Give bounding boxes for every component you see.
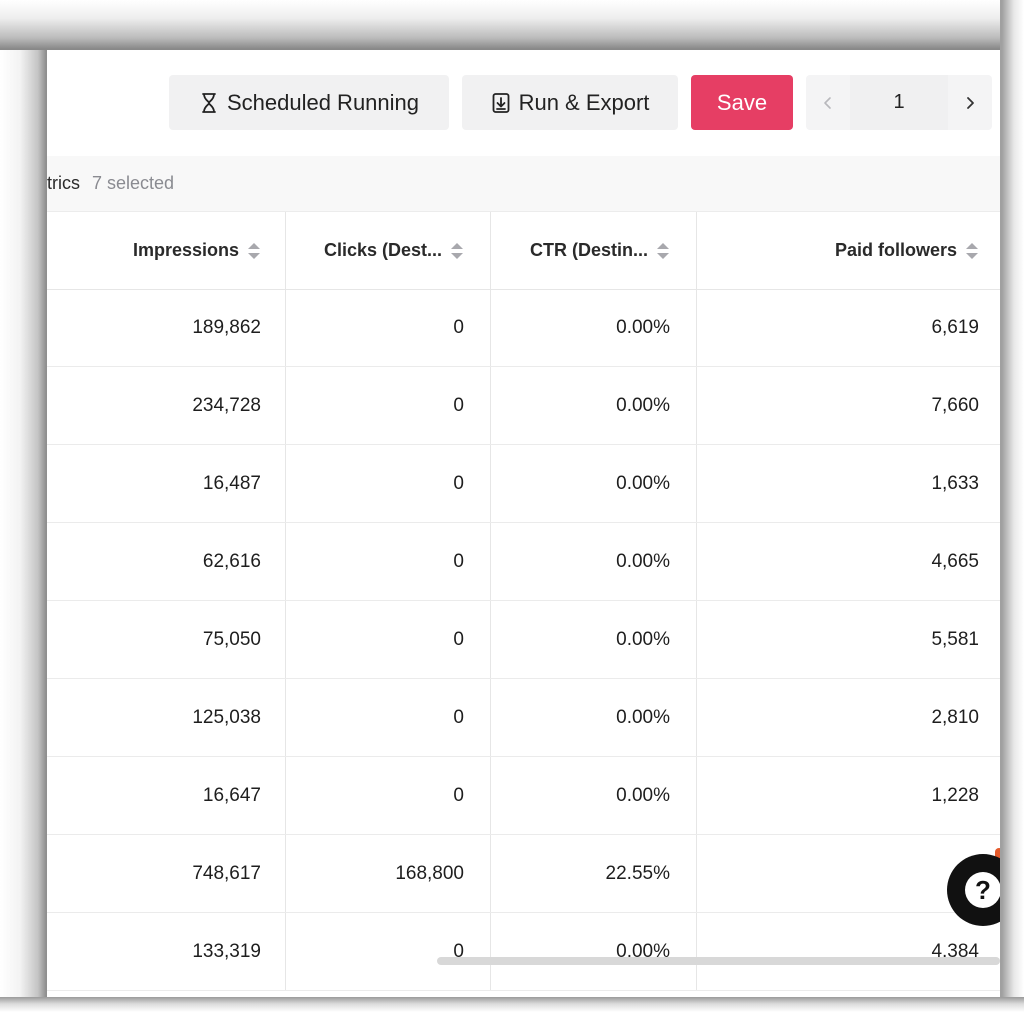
hourglass-icon (202, 92, 216, 113)
cell-paid-followers: 2,810 (931, 706, 979, 728)
cell-impressions: 16,487 (47, 445, 286, 522)
metrics-label: trics (47, 173, 80, 193)
cell-ctr: 0.00% (491, 601, 697, 678)
metrics-selector[interactable]: trics 7 selected (47, 156, 1000, 212)
cell-paid-followers: 4,665 (931, 550, 979, 572)
cell-clicks: 0 (286, 601, 491, 678)
window-shadow-right (1000, 0, 1024, 1012)
table-body: 189,862 0 0.00% 6,619 234,728 0 0.00% 7,… (47, 289, 1000, 997)
cell-impressions: 62,616 (47, 523, 286, 600)
cell-ctr: 0.00% (491, 289, 697, 366)
sort-icon[interactable] (965, 241, 979, 261)
cell-clicks: 0 (286, 523, 491, 600)
chevron-left-icon (824, 96, 831, 109)
cell-paid-followers: 1,633 (931, 472, 979, 494)
run-export-label: Run & Export (518, 89, 650, 115)
horizontal-scrollbar[interactable] (437, 957, 1000, 965)
metrics-selected-count: 7 selected (92, 173, 175, 193)
cell-impressions: 16,647 (47, 757, 286, 834)
cell-impressions: 125,038 (47, 679, 286, 756)
column-header-ctr[interactable]: CTR (Destin... (491, 212, 697, 289)
column-header-label: Clicks (Dest... (323, 240, 442, 260)
cell-clicks: 0 (286, 289, 491, 366)
help-icon: ? (965, 872, 1000, 908)
cell-impressions: 75,050 (47, 601, 286, 678)
cell-ctr: 0.00% (491, 913, 697, 990)
pagination: 1 (806, 75, 992, 130)
cell-clicks: 0 (286, 913, 491, 990)
cell-impressions: 189,862 (47, 289, 286, 366)
column-header-paid-followers[interactable]: Paid followers (697, 212, 1000, 289)
cell-ctr: 0.00% (491, 445, 697, 522)
sort-icon[interactable] (656, 241, 670, 261)
window-shadow-left (0, 0, 47, 1012)
window-shadow-bottom (0, 997, 1024, 1012)
next-page-button[interactable] (948, 75, 992, 130)
sort-icon[interactable] (247, 241, 261, 261)
scheduled-running-label: Scheduled Running (226, 89, 420, 115)
cell-clicks: 168,800 (286, 835, 491, 912)
cell-paid-followers: 5,581 (931, 628, 979, 650)
cell-paid-followers: 4,384 (931, 940, 979, 962)
cell-ctr: 0.00% (491, 523, 697, 600)
table-row: 16,487 0 0.00% 1,633 (47, 445, 1000, 523)
column-header-label: CTR (Destin... (529, 240, 648, 260)
previous-page-button[interactable] (806, 75, 850, 130)
table-row: 125,038 0 0.00% 2,810 (47, 679, 1000, 757)
chevron-right-icon (967, 96, 974, 109)
download-icon (492, 92, 509, 113)
report-panel: Scheduled Running Run & Export Save 1 (47, 50, 1000, 997)
cell-clicks: 0 (286, 445, 491, 522)
cell-clicks: 0 (286, 679, 491, 756)
table-row: 75,050 0 0.00% 5,581 (47, 601, 1000, 679)
scheduled-running-button[interactable]: Scheduled Running (169, 75, 449, 130)
cell-impressions: 133,319 (47, 913, 286, 990)
table-row: 62,616 0 0.00% 4,665 (47, 523, 1000, 601)
cell-clicks: 0 (286, 367, 491, 444)
table-row: 748,617 168,800 22.55% (47, 835, 1000, 913)
cell-impressions: 748,617 (47, 835, 286, 912)
current-page-number[interactable]: 1 (850, 75, 948, 130)
table-row: 189,862 0 0.00% 6,619 (47, 289, 1000, 367)
table-row: 133,319 0 0.00% 4,384 (47, 913, 1000, 991)
help-button[interactable]: ? (947, 854, 1000, 926)
notification-dot (995, 848, 1000, 860)
cell-paid-followers: 6,619 (931, 316, 979, 338)
cell-ctr: 0.00% (491, 757, 697, 834)
column-header-impressions[interactable]: Impressions (47, 212, 286, 289)
column-header-clicks[interactable]: Clicks (Dest... (286, 212, 491, 289)
cell-clicks: 0 (286, 757, 491, 834)
cell-paid-followers: 7,660 (931, 394, 979, 416)
column-header-label: Impressions (132, 240, 239, 260)
cell-impressions: 234,728 (47, 367, 286, 444)
table-header: Impressions Clicks (Dest... CTR (Destin.… (47, 212, 1000, 290)
cell-paid-followers: 1,228 (931, 784, 979, 806)
column-header-label: Paid followers (834, 240, 957, 260)
sort-icon[interactable] (450, 241, 464, 261)
help-label: ? (975, 874, 991, 905)
cell-ctr: 0.00% (491, 679, 697, 756)
cell-ctr: 0.00% (491, 367, 697, 444)
toolbar: Scheduled Running Run & Export Save 1 (47, 50, 1000, 157)
table-row: 16,647 0 0.00% 1,228 (47, 757, 1000, 835)
run-export-button[interactable]: Run & Export (462, 75, 678, 130)
table-row: 234,728 0 0.00% 7,660 (47, 367, 1000, 445)
window-shadow-top (0, 0, 1024, 50)
cell-ctr: 22.55% (491, 835, 697, 912)
save-button[interactable]: Save (691, 75, 793, 130)
